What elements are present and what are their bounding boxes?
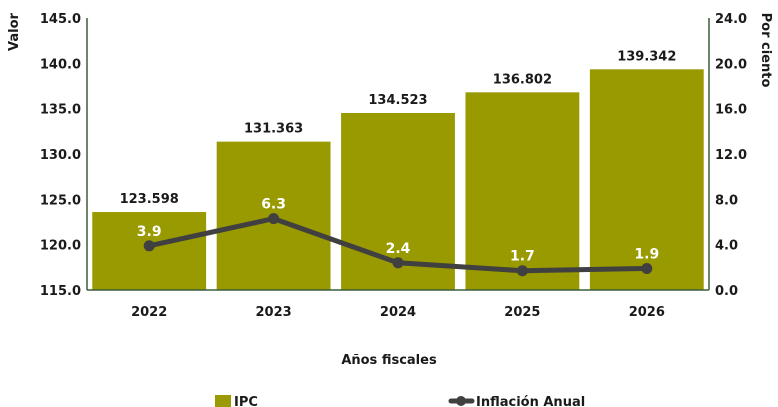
x-tick-label: 2024 bbox=[380, 305, 416, 320]
y-tick-label-left: 125.0 bbox=[40, 193, 81, 208]
bar bbox=[465, 92, 580, 290]
bar bbox=[589, 69, 704, 291]
y-tick-label-left: 115.0 bbox=[40, 284, 81, 299]
inflation-value-label: 1.9 bbox=[634, 246, 659, 262]
y-tick-label-right: 20.0 bbox=[715, 57, 747, 72]
y-tick-label-left: 140.0 bbox=[40, 57, 81, 72]
y-tick-label-left: 135.0 bbox=[40, 103, 81, 118]
x-tick-label: 2025 bbox=[504, 305, 540, 320]
y-tick-label-right: 8.0 bbox=[715, 193, 738, 208]
axes bbox=[86, 18, 710, 291]
x-ticks: 2022 2023 2024 2025 2026 bbox=[131, 305, 665, 320]
y-ticks-left: 115.0 120.0 125.0 130.0 135.0 140.0 145.0 bbox=[40, 12, 81, 299]
y-axis-title-left: Valor bbox=[7, 12, 22, 51]
inflation-point bbox=[143, 240, 155, 252]
y-tick-label-left: 145.0 bbox=[40, 12, 81, 27]
legend-label-ipc: IPC bbox=[234, 395, 258, 407]
bar-value-label: 123.598 bbox=[120, 192, 179, 207]
inflation-point bbox=[516, 265, 528, 277]
legend-swatch-ipc bbox=[215, 395, 231, 407]
y-ticks-right: 0.0 4.0 8.0 12.0 16.0 20.0 24.0 bbox=[715, 12, 747, 299]
y-tick-label-right: 16.0 bbox=[715, 103, 747, 118]
bar-value-label: 136.802 bbox=[493, 72, 552, 87]
x-axis-title: Años fiscales bbox=[341, 353, 437, 368]
legend-marker-inflacion bbox=[456, 396, 466, 406]
inflation-value-label: 1.7 bbox=[510, 249, 535, 265]
inflation-point bbox=[268, 213, 280, 225]
y-tick-label-right: 4.0 bbox=[715, 239, 738, 254]
line-series: 3.9 6.3 2.4 1.7 1.9 bbox=[137, 197, 659, 277]
legend-label-inflacion: Inflación Anual bbox=[476, 395, 585, 407]
x-tick-label: 2026 bbox=[629, 305, 665, 320]
y-tick-label-right: 0.0 bbox=[715, 284, 738, 299]
inflation-point bbox=[392, 257, 404, 269]
inflation-value-label: 2.4 bbox=[386, 241, 411, 257]
y-tick-label-left: 130.0 bbox=[40, 148, 81, 163]
y-tick-label-left: 120.0 bbox=[40, 239, 81, 254]
x-tick-label: 2022 bbox=[131, 305, 167, 320]
y-axis-title-right: Por ciento bbox=[758, 13, 773, 88]
y-tick-label-right: 24.0 bbox=[715, 12, 747, 27]
x-tick-label: 2023 bbox=[256, 305, 292, 320]
bar-value-label: 131.363 bbox=[244, 122, 303, 137]
bar-value-label: 139.342 bbox=[617, 49, 676, 64]
legend: IPC Inflación Anual bbox=[215, 395, 585, 407]
inflation-value-label: 6.3 bbox=[261, 197, 286, 213]
inflation-point bbox=[641, 262, 653, 274]
y-tick-label-right: 12.0 bbox=[715, 148, 747, 163]
bar-value-label: 134.523 bbox=[368, 93, 427, 108]
inflation-value-label: 3.9 bbox=[137, 224, 162, 240]
